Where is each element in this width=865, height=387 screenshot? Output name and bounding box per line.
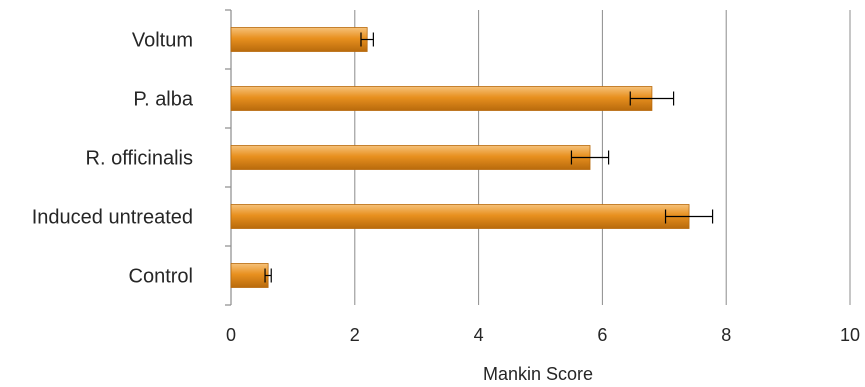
bar <box>230 145 591 170</box>
x-tick-label: 10 <box>840 325 860 345</box>
category-label: P. alba <box>133 89 194 111</box>
bar <box>230 27 368 52</box>
axes <box>225 9 232 306</box>
x-tick-label: 6 <box>597 325 607 345</box>
error-bars <box>264 32 714 283</box>
bars <box>230 27 690 288</box>
x-axis-title: Mankin Score <box>483 364 593 384</box>
category-label: R. officinalis <box>86 148 193 170</box>
x-tick-label: 8 <box>721 325 731 345</box>
bar <box>230 204 690 229</box>
category-label: Control <box>129 266 193 288</box>
labels: 0 2 4 6 8 10 Voltum P. alba R. officinalis Induce… <box>32 30 860 346</box>
x-tick-label: 4 <box>474 325 484 345</box>
x-tick-label: 0 <box>226 325 236 345</box>
category-label: Voltum <box>132 30 193 52</box>
category-label: Induced untreated <box>32 207 193 229</box>
x-tick-label: 2 <box>350 325 360 345</box>
bar <box>230 86 653 111</box>
bar <box>230 263 269 288</box>
